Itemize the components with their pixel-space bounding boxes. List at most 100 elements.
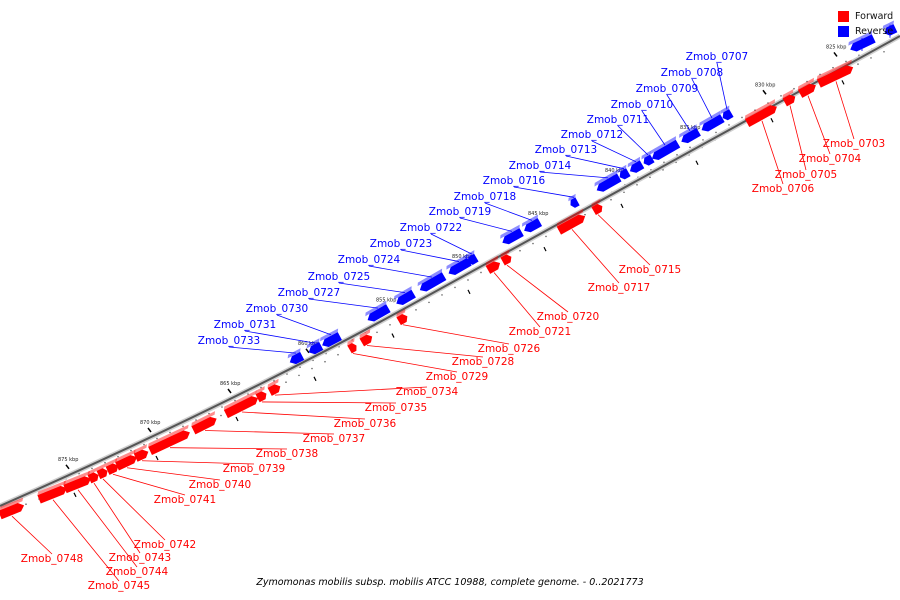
gene-unlabeled[interactable] — [847, 30, 877, 54]
kbp-tick-label: 875 kbp — [58, 457, 78, 463]
gene-label-zmob-0708: Zmob_0708 — [661, 67, 723, 79]
inner-tick-mark — [841, 80, 845, 85]
legend-item-reverse: Reverse — [838, 24, 893, 39]
kbp-tick-label: 860 kbp — [298, 341, 318, 347]
gene-zmob-0716[interactable] — [567, 193, 582, 209]
gene-label-zmob-0721: Zmob_0721 — [509, 326, 571, 338]
gene-label-zmob-0740: Zmob_0740 — [189, 479, 251, 491]
gene-zmob-0725[interactable] — [393, 286, 418, 307]
gene-arrow — [396, 289, 416, 306]
inner-tick-mark — [620, 203, 624, 209]
gene-arrow — [884, 24, 898, 36]
legend-swatch-forward — [838, 11, 849, 22]
gene-label-zmob-0718: Zmob_0718 — [454, 191, 516, 203]
gene-zmob-0742[interactable] — [95, 463, 111, 480]
gene-shade — [417, 268, 443, 287]
gene-shade — [816, 59, 852, 80]
gene-zmob-0734[interactable] — [266, 378, 284, 396]
gene-unlabeled[interactable] — [881, 20, 899, 38]
gene-features — [0, 20, 899, 520]
gene-shade — [782, 89, 794, 99]
gene-arrow — [643, 154, 655, 166]
gene-label-zmob-0726: Zmob_0726 — [478, 343, 541, 355]
gene-zmob-0705[interactable] — [781, 89, 799, 107]
gene-zmob-0740[interactable] — [114, 449, 141, 471]
gene-zmob-0737[interactable] — [190, 411, 220, 435]
gene-leader-line — [366, 345, 484, 358]
gene-zmob-0744[interactable] — [62, 470, 94, 494]
gene-zmob-0719[interactable] — [499, 224, 526, 247]
gene-zmob-0743[interactable] — [86, 467, 102, 484]
track-dot — [689, 146, 691, 149]
track-dot — [104, 461, 106, 464]
gene-zmob-0741[interactable] — [104, 458, 122, 475]
gene-leader-line — [459, 217, 513, 232]
gene-zmob-0709[interactable] — [678, 124, 703, 145]
gene-arrow — [744, 105, 777, 128]
gene-zmob-0738[interactable] — [147, 424, 194, 456]
gene-zmob-0721[interactable] — [484, 255, 504, 274]
gene-shade — [594, 169, 618, 187]
gene-zmob-0714[interactable] — [593, 169, 623, 194]
gene-zmob-0736[interactable] — [223, 390, 262, 419]
gene-zmob-0745[interactable] — [36, 480, 70, 504]
gene-leader-line — [641, 110, 666, 146]
gene-zmob-0726[interactable] — [395, 308, 411, 326]
kbp-tick-mark — [147, 427, 152, 433]
gene-zmob-0711[interactable] — [640, 150, 656, 167]
gene-zmob-0720[interactable] — [499, 249, 515, 266]
gene-zmob-0717[interactable] — [555, 208, 589, 235]
gene-zmob-0715[interactable] — [590, 198, 606, 216]
gene-zmob-0722[interactable] — [464, 250, 480, 266]
gene-zmob-0735[interactable] — [254, 386, 270, 403]
track-dot — [883, 50, 885, 53]
gene-label-zmob-0730: Zmob_0730 — [246, 303, 308, 315]
gene-shade — [446, 254, 468, 270]
gene-zmob-0724[interactable] — [416, 268, 448, 294]
gene-zmob-0727[interactable] — [364, 300, 393, 324]
gene-zmob-0703[interactable] — [816, 59, 857, 88]
gene-shade — [500, 224, 520, 239]
track-dot — [234, 399, 236, 402]
gene-zmob-0704[interactable] — [796, 77, 819, 98]
gene-zmob-0718[interactable] — [520, 214, 543, 235]
kbp-tick-label: 825 kbp — [826, 44, 846, 50]
track-dot — [156, 437, 158, 440]
gene-shade — [396, 308, 406, 318]
gene-zmob-0723[interactable] — [445, 254, 474, 277]
gene-leader-line — [484, 202, 533, 221]
gene-zmob-0748[interactable] — [0, 497, 28, 520]
kbp-ticks: 825 kbp 830 kbp 835 kbp 840 kbp 845 kbp 850 k… — [58, 44, 846, 498]
gene-zmob-0706[interactable] — [743, 99, 780, 128]
gene-leader-line — [77, 489, 138, 568]
gene-zmob-0730[interactable] — [319, 328, 344, 350]
gene-zmob-0713[interactable] — [616, 164, 632, 181]
gene-zmob-0739[interactable] — [132, 444, 152, 462]
gene-zmob-0731[interactable] — [305, 338, 325, 356]
gene-label-zmob-0709: Zmob_0709 — [636, 83, 698, 95]
gene-zmob-0712[interactable] — [626, 156, 646, 175]
gene-leader-line — [274, 386, 428, 396]
gene-leader-line — [352, 353, 458, 373]
kbp-tick-label: 835 kbp — [680, 125, 700, 131]
legend-label-reverse: Reverse — [855, 26, 894, 37]
gene-zmob-0708[interactable] — [698, 110, 727, 134]
gene-leader-line — [597, 214, 651, 266]
track-dot — [208, 412, 210, 415]
track-dot — [728, 124, 730, 126]
gene-zmob-0707[interactable] — [719, 105, 735, 121]
inner-tick-mark — [695, 160, 699, 166]
inner-tick-mark — [313, 376, 317, 382]
gene-arrow — [37, 485, 67, 504]
legend-swatch-reverse — [838, 26, 849, 37]
gene-arrow — [148, 430, 190, 456]
gene-shade — [306, 338, 320, 349]
legend-item-forward: Forward — [838, 9, 893, 24]
gene-label-zmob-0725: Zmob_0725 — [308, 271, 370, 283]
track-dot — [636, 183, 638, 186]
gene-zmob-0728[interactable] — [358, 328, 376, 347]
kbp-tick-mark — [762, 89, 767, 95]
gene-shade — [267, 378, 279, 388]
gene-zmob-0710[interactable] — [648, 136, 682, 162]
gene-zmob-0729[interactable] — [346, 338, 361, 354]
